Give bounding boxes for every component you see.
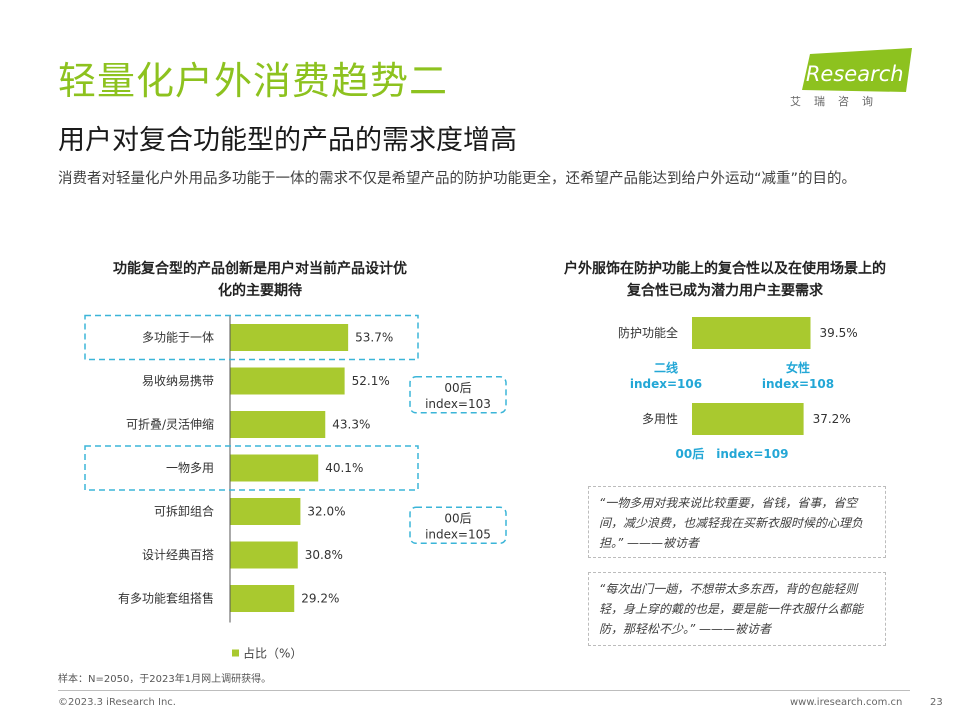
footer-divider	[58, 690, 910, 691]
value-label: 29.2%	[301, 592, 339, 606]
intro-text: 消费者对轻量化户外用品多功能于一体的需求不仅是希望产品的防护功能更全，还希望产品…	[58, 171, 857, 187]
iresearch-logo: iResearch	[800, 48, 912, 92]
logo-subtitle: 艾瑞咨询	[790, 95, 886, 108]
legend-label: 占比（%）	[243, 646, 302, 661]
annotation-tier2-index: index=106	[630, 377, 702, 391]
logo-text: iResearch	[800, 62, 904, 86]
category-label: 多用性	[642, 412, 678, 426]
copyright-text: ©2023.3 iResearch Inc.	[58, 697, 176, 708]
left-chart-title: 功能复合型的产品创新是用户对当前产品设计优化的主要期待	[113, 261, 407, 299]
value-label: 30.8%	[305, 548, 343, 562]
annotation-box	[409, 376, 507, 414]
bar	[692, 317, 811, 349]
page-subtitle: 用户对复合功能型的产品的需求度增高	[58, 125, 517, 156]
highlight-box-multifunction	[84, 314, 419, 361]
interviewee-quote-2: “每次出门一趟，不想带太多东西，背的包能轻则轻，身上穿的戴的也是，要是能一件衣服…	[588, 572, 886, 646]
bar	[230, 324, 349, 351]
annotation-00hou-109: 00后 index=109	[676, 446, 789, 461]
annotation-line1: 00后	[444, 381, 471, 395]
value-label: 32.0%	[307, 505, 345, 519]
sample-note: 样本：N=2050，于2023年1月网上调研获得。	[58, 674, 272, 685]
category-label: 多功能于一体	[142, 331, 214, 345]
annotation-female-label: 女性	[786, 360, 810, 375]
legend-swatch	[232, 649, 239, 657]
value-label: 52.1%	[352, 374, 390, 388]
right-bar-chart: 防护功能全 39.5% 多用性 37.2% 二线 index=106 女性 index…	[618, 317, 858, 461]
annotation-box	[409, 506, 507, 544]
value-label: 53.7%	[355, 331, 393, 345]
bar	[230, 367, 345, 395]
value-label: 40.1%	[325, 461, 363, 475]
category-label: 易收纳易携带	[142, 373, 214, 388]
bar	[230, 541, 298, 569]
bar	[692, 403, 804, 435]
value-label: 39.5%	[820, 326, 858, 340]
annotation-tier2-label: 二线	[654, 360, 678, 375]
annotation-00hou-103: 00后 index=103	[409, 376, 507, 414]
value-label: 43.3%	[332, 418, 370, 432]
category-label: 可折叠/灵活伸缩	[126, 417, 214, 432]
category-label: 设计经典百搭	[142, 548, 214, 562]
annotation-line2: index=103	[425, 397, 491, 411]
category-label: 防护功能全	[618, 325, 678, 340]
bar	[230, 454, 319, 482]
page-title: 轻量化户外消费趋势二	[58, 59, 449, 103]
bar	[230, 498, 301, 525]
highlight-box-multiuse	[84, 445, 419, 491]
right-bar-group: 防护功能全 39.5% 多用性 37.2%	[618, 317, 858, 435]
website-link[interactable]: www.iresearch.com.cn	[790, 697, 903, 708]
bar	[230, 585, 295, 612]
annotation-line1: 00后	[444, 511, 471, 525]
left-bar-group: 多功能于一体 53.7% 易收纳易携带 52.1% 可折叠/灵活伸缩 43.3% 一物多用 4…	[118, 324, 393, 612]
annotation-line2: index=105	[425, 527, 491, 541]
left-bar-chart: 多功能于一体 53.7% 易收纳易携带 52.1% 可折叠/灵活伸缩 43.3% 一物多用 4…	[84, 314, 507, 661]
right-chart-title: 户外服饰在防护功能上的复合性以及在使用场景上的复合性已成为潜力用户主要需求	[564, 261, 886, 299]
bar	[230, 411, 326, 438]
annotation-female-index: index=108	[762, 377, 834, 391]
category-label: 可拆卸组合	[154, 504, 214, 519]
category-label: 有多功能套组搭售	[118, 591, 214, 606]
interviewee-quote-1: “一物多用对我来说比较重要，省钱，省事，省空间，减少浪费，也减轻我在买新衣服时候…	[588, 486, 886, 558]
category-label: 一物多用	[166, 461, 214, 475]
logo-banner-shape	[802, 48, 912, 92]
annotation-00hou-105: 00后 index=105	[409, 506, 507, 544]
value-label: 37.2%	[813, 412, 851, 426]
page-number: 23	[930, 697, 943, 708]
